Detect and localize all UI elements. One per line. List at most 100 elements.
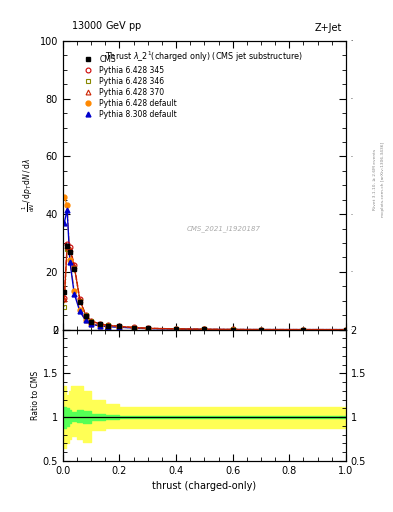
Pythia 6.428 345 [83,311,88,317]
Pythia 6.428 default [97,323,102,329]
Pythia 6.428 default [131,325,136,331]
Pythia 6.428 346 [68,249,72,255]
Pythia 8.308 default [68,259,72,265]
Pythia 6.428 default [83,317,88,323]
CMS [65,243,70,249]
Pythia 6.428 default [117,324,122,330]
Pythia 6.428 346 [77,297,82,304]
Pythia 6.428 370 [72,263,77,269]
Line: Pythia 8.308 default: Pythia 8.308 default [62,207,348,332]
Line: Pythia 6.428 default: Pythia 6.428 default [62,195,348,332]
Pythia 6.428 346 [106,323,110,329]
Pythia 6.428 346 [174,326,178,332]
CMS [62,289,67,295]
Pythia 6.428 345 [301,327,306,333]
Pythia 6.428 default [68,257,72,263]
Pythia 6.428 345 [106,322,110,328]
Line: Pythia 6.428 370: Pythia 6.428 370 [62,244,348,332]
Pythia 6.428 345 [230,327,235,333]
Pythia 8.308 default [106,324,110,330]
Pythia 8.308 default [230,327,235,333]
Pythia 6.428 345 [117,323,122,329]
Y-axis label: $\frac{1}{\mathrm{d}N}\,/\,\mathrm{d}p_T\,\mathrm{d}N\,/\,\mathrm{d}\lambda$: $\frac{1}{\mathrm{d}N}\,/\,\mathrm{d}p_T… [21,158,37,212]
Pythia 6.428 345 [131,325,136,331]
CMS [145,325,150,331]
Line: Pythia 6.428 346: Pythia 6.428 346 [62,246,348,332]
Pythia 6.428 345 [89,318,94,324]
Pythia 6.428 370 [301,327,306,333]
CMS [343,327,348,333]
CMS [77,299,82,305]
Pythia 6.428 370 [83,312,88,318]
CMS [301,327,306,333]
Pythia 6.428 370 [97,321,102,327]
Text: $\it{13000}$ GeV pp: $\it{13000}$ GeV pp [71,19,142,33]
Pythia 6.428 345 [62,295,67,301]
Pythia 6.428 345 [145,325,150,331]
Pythia 6.428 370 [131,325,136,331]
CMS [83,313,88,319]
Pythia 6.428 370 [343,327,348,333]
Pythia 6.428 370 [259,327,263,333]
Text: Z+Jet: Z+Jet [314,23,342,33]
Pythia 8.308 default [89,321,94,327]
Pythia 6.428 default [230,327,235,333]
Pythia 6.428 default [62,194,67,200]
X-axis label: thrust (charged-only): thrust (charged-only) [152,481,256,491]
Line: Pythia 6.428 345: Pythia 6.428 345 [62,242,348,332]
Pythia 6.428 default [72,288,77,294]
Pythia 8.308 default [77,308,82,314]
CMS [259,327,263,333]
Pythia 6.428 370 [106,322,110,328]
Pythia 6.428 346 [343,327,348,333]
Pythia 8.308 default [83,317,88,324]
Pythia 6.428 346 [89,318,94,324]
CMS [174,326,178,332]
Pythia 6.428 370 [117,323,122,329]
Pythia 6.428 default [65,202,70,208]
Pythia 6.428 346 [301,327,306,333]
Pythia 6.428 345 [174,326,178,332]
Pythia 6.428 346 [72,265,77,271]
CMS [131,325,136,331]
CMS [97,321,102,327]
Pythia 6.428 345 [68,244,72,250]
Pythia 6.428 default [343,327,348,333]
Pythia 6.428 346 [131,325,136,331]
Pythia 6.428 345 [97,321,102,327]
Pythia 6.428 370 [145,325,150,331]
Pythia 8.308 default [62,220,67,226]
Pythia 6.428 default [202,326,207,332]
Pythia 6.428 345 [202,326,207,332]
CMS [230,327,235,333]
Pythia 6.428 345 [72,262,77,268]
Pythia 6.428 346 [202,326,207,332]
Pythia 8.308 default [301,327,306,333]
Pythia 6.428 345 [77,296,82,303]
Pythia 6.428 370 [230,327,235,333]
Pythia 6.428 346 [145,325,150,331]
Text: Thrust $\lambda\_2^1$(charged only) (CMS jet substructure): Thrust $\lambda\_2^1$(charged only) (CMS… [105,50,303,64]
Pythia 6.428 345 [259,327,263,333]
Pythia 6.428 default [174,326,178,332]
Pythia 8.308 default [117,324,122,330]
CMS [202,326,207,332]
Pythia 6.428 370 [202,326,207,332]
Pythia 8.308 default [97,323,102,329]
Text: CMS_2021_I1920187: CMS_2021_I1920187 [187,225,261,232]
Pythia 6.428 default [77,307,82,313]
Pythia 6.428 346 [117,324,122,330]
Legend: CMS, Pythia 6.428 345, Pythia 6.428 346, Pythia 6.428 370, Pythia 6.428 default,: CMS, Pythia 6.428 345, Pythia 6.428 346,… [78,53,179,120]
Pythia 6.428 default [259,327,263,333]
Pythia 6.428 370 [62,296,67,303]
Text: Rivet 3.1.10, ≥ 2.6M events: Rivet 3.1.10, ≥ 2.6M events [373,148,377,210]
Pythia 8.308 default [72,290,77,296]
Pythia 6.428 370 [89,318,94,324]
Pythia 8.308 default [131,325,136,331]
Pythia 6.428 370 [65,243,70,249]
Pythia 6.428 346 [83,312,88,318]
Pythia 6.428 default [106,324,110,330]
Pythia 6.428 default [301,327,306,333]
CMS [89,318,94,325]
Pythia 6.428 370 [68,246,72,252]
